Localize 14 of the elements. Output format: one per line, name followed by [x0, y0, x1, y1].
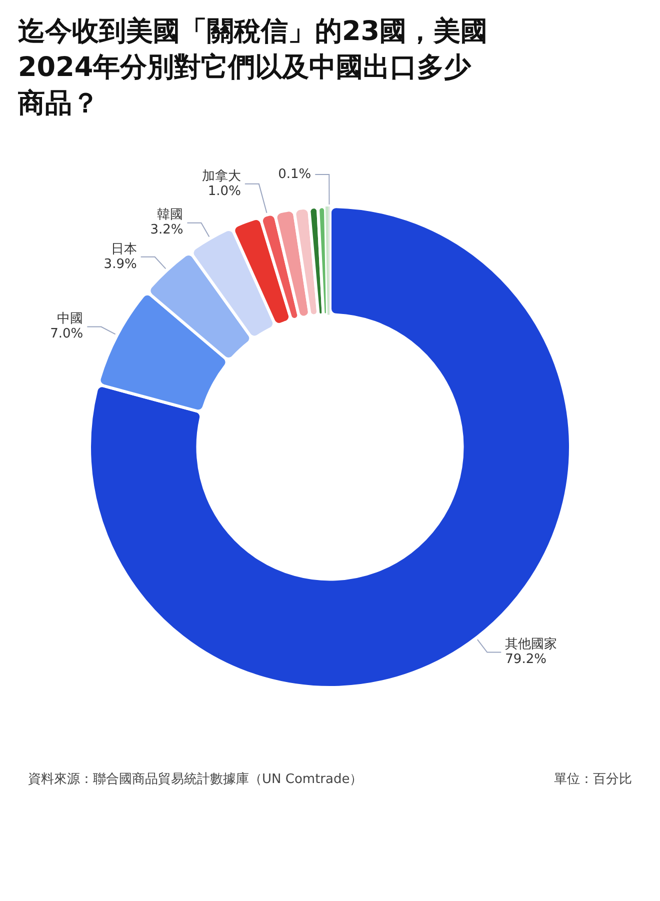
slice-label: 其他國家 — [505, 636, 558, 652]
data-label: 79.2% — [505, 652, 546, 668]
data-label: 0.1% — [278, 166, 312, 182]
source-note: 資料來源：聯合國商品貿易統計數據庫（UN Comtrade） — [28, 771, 363, 788]
data-label: 1.0% — [208, 184, 241, 199]
slice-label: 韓國 — [157, 208, 184, 223]
data-label: 7.0% — [50, 326, 84, 342]
chart-title: 迄今收到美國「關稅信」的23國，美國2024年分別對它們以及中國出口多少商品？ — [17, 15, 489, 121]
data-label: 3.2% — [150, 222, 184, 238]
slice-label: 加拿大 — [202, 168, 241, 184]
data-label: 3.9% — [104, 256, 137, 272]
slice-label: 日本 — [110, 242, 137, 257]
text: 單位：百分比 — [554, 771, 632, 788]
slice-label: 中國 — [57, 312, 84, 327]
